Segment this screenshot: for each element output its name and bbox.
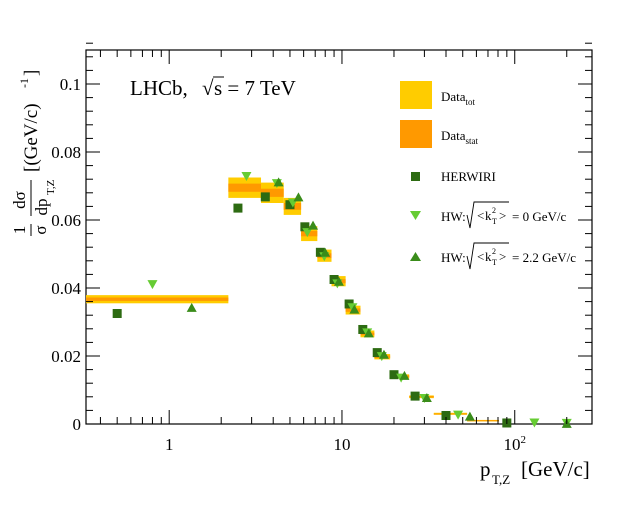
legend-label-hw0: HW: < k T 2 > = 0 GeV/c [441, 201, 566, 229]
x-label-sub: T,Z [492, 472, 510, 487]
point-triangle-down-7 [347, 303, 358, 313]
point-square-11 [410, 391, 420, 401]
data-bands [86, 177, 499, 422]
svg-text:k: k [485, 249, 492, 264]
point-triangle-up-9 [399, 370, 410, 380]
y-label-unit-close: ] [21, 70, 42, 76]
point-square-0 [112, 309, 122, 318]
model-points [112, 171, 572, 428]
svg-text:LHCb,: LHCb, [130, 76, 188, 100]
x-tick-label: 1 [165, 435, 174, 454]
legend-label-data-stat: Datastat [441, 128, 479, 146]
data-stat-band-0 [86, 297, 229, 301]
y-label-dnum: dσ [10, 191, 29, 209]
legend-hw0-sym: < [477, 208, 484, 223]
point-square-2 [260, 192, 270, 202]
point-square-12 [441, 411, 451, 420]
y-label-dden-sub: T,Z [45, 179, 57, 195]
point-triangle-up-10 [421, 392, 432, 402]
y-axis-label: 1 σ dσ dp T,Z [(GeV/c) -1 ] [10, 70, 57, 236]
point-triangle-down-1 [241, 171, 252, 181]
legend-marker-herwiri [411, 172, 420, 181]
y-label-num: 1 [10, 226, 29, 235]
svg-text:2: 2 [492, 247, 496, 256]
legend-swatch-data-stat [400, 120, 432, 148]
point-square-10 [389, 370, 399, 380]
point-square-3 [285, 200, 295, 210]
legend-label-hw22: HW: < k T 2 > = 2.2 GeV/c [441, 242, 576, 270]
data-stat-band-2 [261, 188, 284, 197]
annotation: LHCb, √ s = 7 TeV [130, 76, 296, 100]
point-square-1 [233, 203, 243, 213]
y-label-unit: [(GeV/c) [21, 103, 42, 172]
y-tick-label: 0.1 [60, 75, 81, 94]
svg-text:2: 2 [492, 206, 496, 215]
svg-text:= 2.2 GeV/c: = 2.2 GeV/c [512, 250, 576, 265]
x-label-main: p [480, 457, 491, 481]
legend: Datatot Datastat HERWIRI HW: < k T 2 > =… [400, 81, 576, 270]
svg-text:T: T [492, 258, 497, 267]
x-axis-label: p T,Z [GeV/c] [480, 457, 590, 487]
point-triangle-up-2 [293, 192, 304, 202]
data-stat-band-13 [467, 420, 499, 422]
svg-text:= 0 GeV/c: = 0 GeV/c [512, 209, 566, 224]
y-label-unit-sup: -1 [17, 78, 31, 88]
point-triangle-down-0 [147, 280, 158, 290]
legend-swatch-data-tot [400, 81, 432, 109]
tick-labels: 0 0.02 0.04 0.06 0.08 0.1 1 10 102 [51, 75, 526, 454]
y-tick-label: 0 [73, 415, 82, 434]
annotation-sqrt: √ [202, 76, 214, 100]
point-square-8 [358, 324, 368, 334]
legend-marker-hw22 [410, 252, 421, 261]
point-triangle-up-3 [308, 220, 319, 230]
plot-frame [85, 49, 593, 425]
point-triangle-up-8 [378, 349, 389, 359]
y-tick-label: 0.02 [51, 347, 81, 366]
legend-hw22-sym2: > [499, 249, 506, 264]
point-triangle-down-12 [453, 410, 464, 420]
legend-label-herwiri: HERWIRI [441, 169, 496, 184]
legend-label-data-tot: Datatot [441, 89, 476, 107]
point-triangle-up-11 [464, 411, 475, 421]
svg-text:HW:: HW: [441, 250, 466, 265]
axis-ticks [86, 42, 592, 425]
data-stat-band-1 [228, 183, 262, 192]
y-tick-label: 0.06 [51, 211, 81, 230]
legend-hw22-sym: < [477, 249, 484, 264]
point-triangle-up-0 [186, 302, 197, 312]
point-triangle-down-13 [529, 418, 540, 428]
legend-marker-hw0 [410, 211, 421, 220]
point-triangle-down-4 [302, 228, 313, 238]
svg-text:T: T [492, 217, 497, 226]
x-tick-label: 10 [333, 435, 350, 454]
x-label-unit: [GeV/c] [521, 457, 590, 481]
point-triangle-up-4 [320, 247, 331, 257]
point-square-4 [300, 222, 310, 232]
y-tick-label: 0.04 [51, 279, 81, 298]
point-triangle-up-5 [333, 276, 344, 286]
svg-text:k: k [485, 208, 492, 223]
legend-hw0-sym2: > [499, 208, 506, 223]
annotation-energy: s = 7 TeV [214, 76, 296, 100]
point-triangle-up-7 [363, 328, 374, 338]
y-tick-label: 0.08 [51, 143, 81, 162]
annotation-experiment: LHCb, [130, 76, 188, 100]
y-label-dden: dp [32, 199, 51, 216]
x-tick-label: 102 [503, 434, 526, 454]
y-label-den: σ [31, 225, 50, 234]
point-triangle-up-6 [349, 304, 360, 314]
point-triangle-up-1 [273, 177, 284, 187]
svg-text:HW:: HW: [441, 209, 466, 224]
